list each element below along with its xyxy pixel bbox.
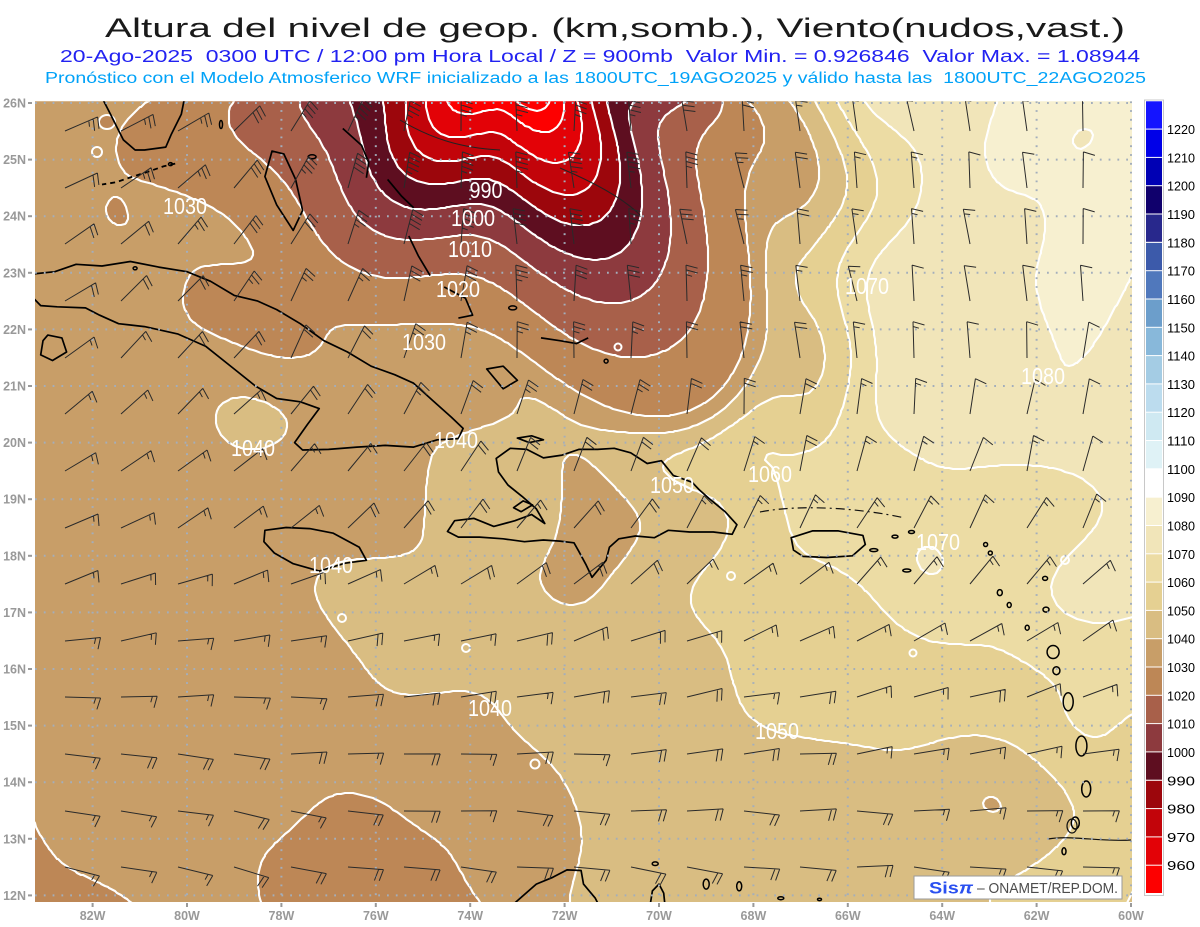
svg-text:18N: 18N [3,549,26,563]
svg-text:970: 970 [1167,830,1195,845]
svg-text:1100: 1100 [1167,462,1195,477]
svg-text:1040: 1040 [1167,632,1195,647]
svg-text:960: 960 [1167,858,1195,873]
svg-text:1040: 1040 [309,552,353,578]
svg-text:1060: 1060 [748,461,792,487]
svg-text:14N: 14N [3,776,26,790]
svg-text:1030: 1030 [163,193,207,219]
svg-text:1040: 1040 [468,695,512,721]
svg-text:12N: 12N [3,889,26,903]
svg-text:1020: 1020 [1167,688,1195,703]
svg-text:1090: 1090 [1167,490,1195,505]
svg-text:70W: 70W [646,909,672,923]
svg-text:1020: 1020 [436,276,480,302]
svg-text:72W: 72W [552,909,578,923]
svg-text:76W: 76W [363,909,389,923]
svg-text:– ONAMET/REP.DOM.: – ONAMET/REP.DOM. [977,880,1118,897]
svg-text:82W: 82W [80,909,106,923]
svg-text:Altura del nivel de geop. (km,: Altura del nivel de geop. (km,somb.), Vi… [105,13,1125,43]
svg-text:1070: 1070 [916,529,960,555]
svg-text:1050: 1050 [1167,603,1195,618]
svg-text:74W: 74W [457,909,483,923]
svg-text:1010: 1010 [448,236,492,262]
svg-text:1050: 1050 [650,472,694,498]
svg-text:20N: 20N [3,436,26,450]
svg-text:980: 980 [1167,802,1195,817]
svg-text:1120: 1120 [1167,405,1195,420]
svg-text:64W: 64W [929,909,955,923]
svg-text:1010: 1010 [1167,717,1195,732]
svg-text:60W: 60W [1118,909,1144,923]
svg-text:Pronóstico con el Modelo Atmos: Pronóstico con el Modelo Atmosferico WRF… [45,70,1146,87]
svg-text:1220: 1220 [1167,122,1195,137]
svg-text:1070: 1070 [845,273,889,299]
svg-text:1210: 1210 [1167,150,1195,165]
svg-text:1170: 1170 [1167,264,1195,279]
svg-text:21N: 21N [3,380,26,394]
svg-text:1040: 1040 [231,435,275,461]
svg-text:19N: 19N [3,493,26,507]
svg-text:1200: 1200 [1167,179,1195,194]
svg-text:13N: 13N [3,832,26,846]
svg-text:1080: 1080 [1167,519,1195,534]
svg-text:17N: 17N [3,606,26,620]
svg-text:1160: 1160 [1167,292,1195,307]
svg-text:78W: 78W [269,909,295,923]
svg-text:1070: 1070 [1167,547,1195,562]
svg-text:1030: 1030 [1167,660,1195,675]
svg-text:1150: 1150 [1167,320,1195,335]
svg-text:22N: 22N [3,323,26,337]
svg-text:1060: 1060 [1167,575,1195,590]
svg-text:62W: 62W [1024,909,1050,923]
svg-text:1080: 1080 [1021,363,1065,389]
svg-text:25N: 25N [3,153,26,167]
svg-text:16N: 16N [3,663,26,677]
svg-text:20-Ago-2025 0300 UTC / 12:00: 20-Ago-2025 0300 UTC / 12:00 pm Hora Loc… [60,46,1140,66]
svg-text:1000: 1000 [1167,745,1195,760]
svg-text:1190: 1190 [1167,207,1195,222]
svg-text:68W: 68W [741,909,767,923]
svg-text:24N: 24N [3,210,26,224]
svg-text:990: 990 [470,177,503,203]
svg-text:1130: 1130 [1167,377,1195,392]
svg-text:1180: 1180 [1167,235,1195,250]
svg-text:23N: 23N [3,266,26,280]
svg-text:1030: 1030 [402,329,446,355]
svg-text:1040: 1040 [434,427,478,453]
svg-text:1000: 1000 [451,205,495,231]
svg-text:15N: 15N [3,719,26,733]
svg-text:26N: 26N [3,97,26,111]
svg-text:1110: 1110 [1167,434,1195,449]
svg-text:80W: 80W [174,909,200,923]
svg-text:1140: 1140 [1167,349,1195,364]
svg-text:66W: 66W [835,909,861,923]
svg-text:1050: 1050 [755,718,799,744]
svg-text:990: 990 [1167,773,1195,788]
